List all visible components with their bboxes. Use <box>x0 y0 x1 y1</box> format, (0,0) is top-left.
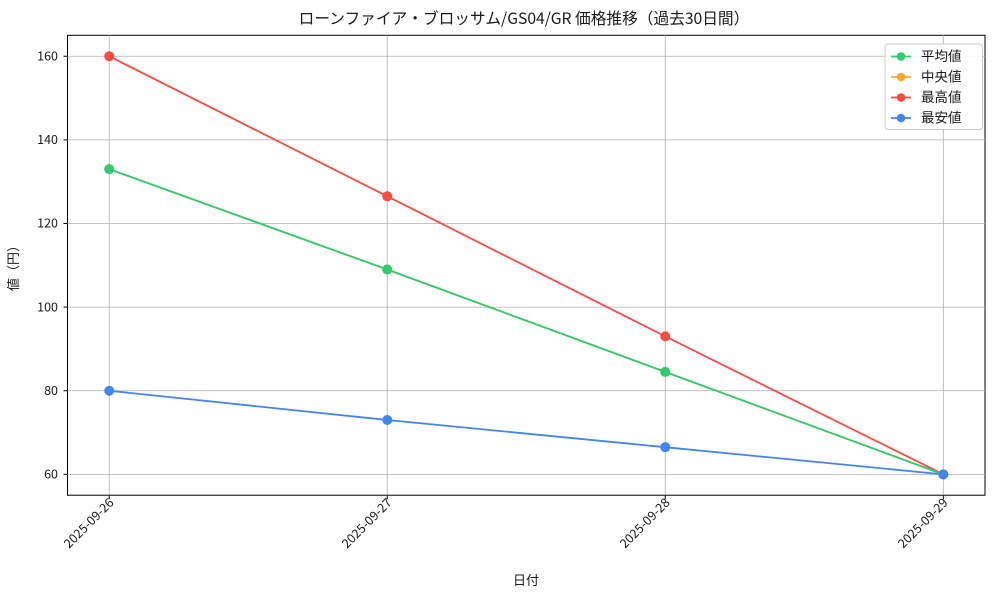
svg-text:160: 160 <box>37 46 58 65</box>
svg-text:中央値: 中央値 <box>921 66 962 86</box>
svg-text:最安値: 最安値 <box>921 107 962 127</box>
svg-text:120: 120 <box>37 213 58 232</box>
svg-text:最高値: 最高値 <box>921 86 962 106</box>
svg-text:ローンファイア・ブロッサム/GS04/GR 価格推移（過去3: ローンファイア・ブロッサム/GS04/GR 価格推移（過去30日間） <box>299 6 750 29</box>
svg-text:60: 60 <box>44 464 58 483</box>
svg-text:100: 100 <box>37 296 58 315</box>
svg-text:日付: 日付 <box>513 570 539 589</box>
svg-text:平均値: 平均値 <box>921 45 962 65</box>
svg-text:140: 140 <box>37 129 58 148</box>
svg-text:値（円）: 値（円） <box>3 239 22 291</box>
svg-text:80: 80 <box>44 380 58 399</box>
